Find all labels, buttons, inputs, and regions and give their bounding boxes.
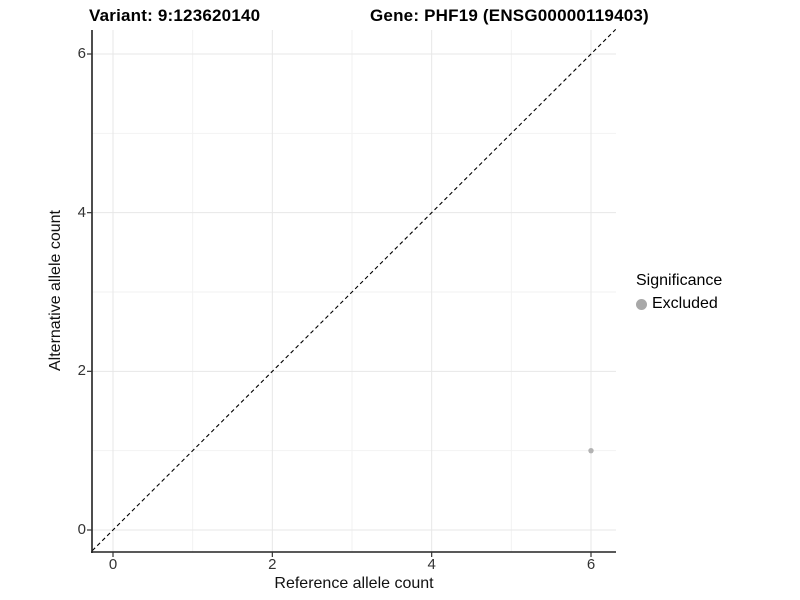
legend-key-dot-icon <box>636 298 647 310</box>
y-tick-label-6: 6 <box>77 45 86 62</box>
y-tick-label-2: 2 <box>77 362 86 380</box>
gene-title: Gene: PHF19 (ENSG00000119403) <box>370 6 649 25</box>
data-point <box>588 447 594 454</box>
y-tick-label-0: 0 <box>77 521 86 538</box>
identity-line <box>91 29 617 552</box>
y-axis-title: Alternative allele count <box>47 210 64 372</box>
legend: Significance Excluded <box>636 271 722 314</box>
legend-title: Significance <box>636 272 723 289</box>
x-tick-label-0: 0 <box>108 556 118 573</box>
x-tick-label-4: 4 <box>427 556 436 573</box>
legend-item-excluded: Excluded <box>636 294 722 314</box>
legend-item-label: Excluded <box>652 295 718 312</box>
x-tick-label-6: 6 <box>586 556 596 573</box>
x-axis-title: Reference allele count <box>274 575 434 592</box>
y-tick-label-4: 4 <box>77 203 86 221</box>
variant-title: Variant: 9:123620140 <box>89 6 261 25</box>
x-tick-label-2: 2 <box>268 556 277 573</box>
